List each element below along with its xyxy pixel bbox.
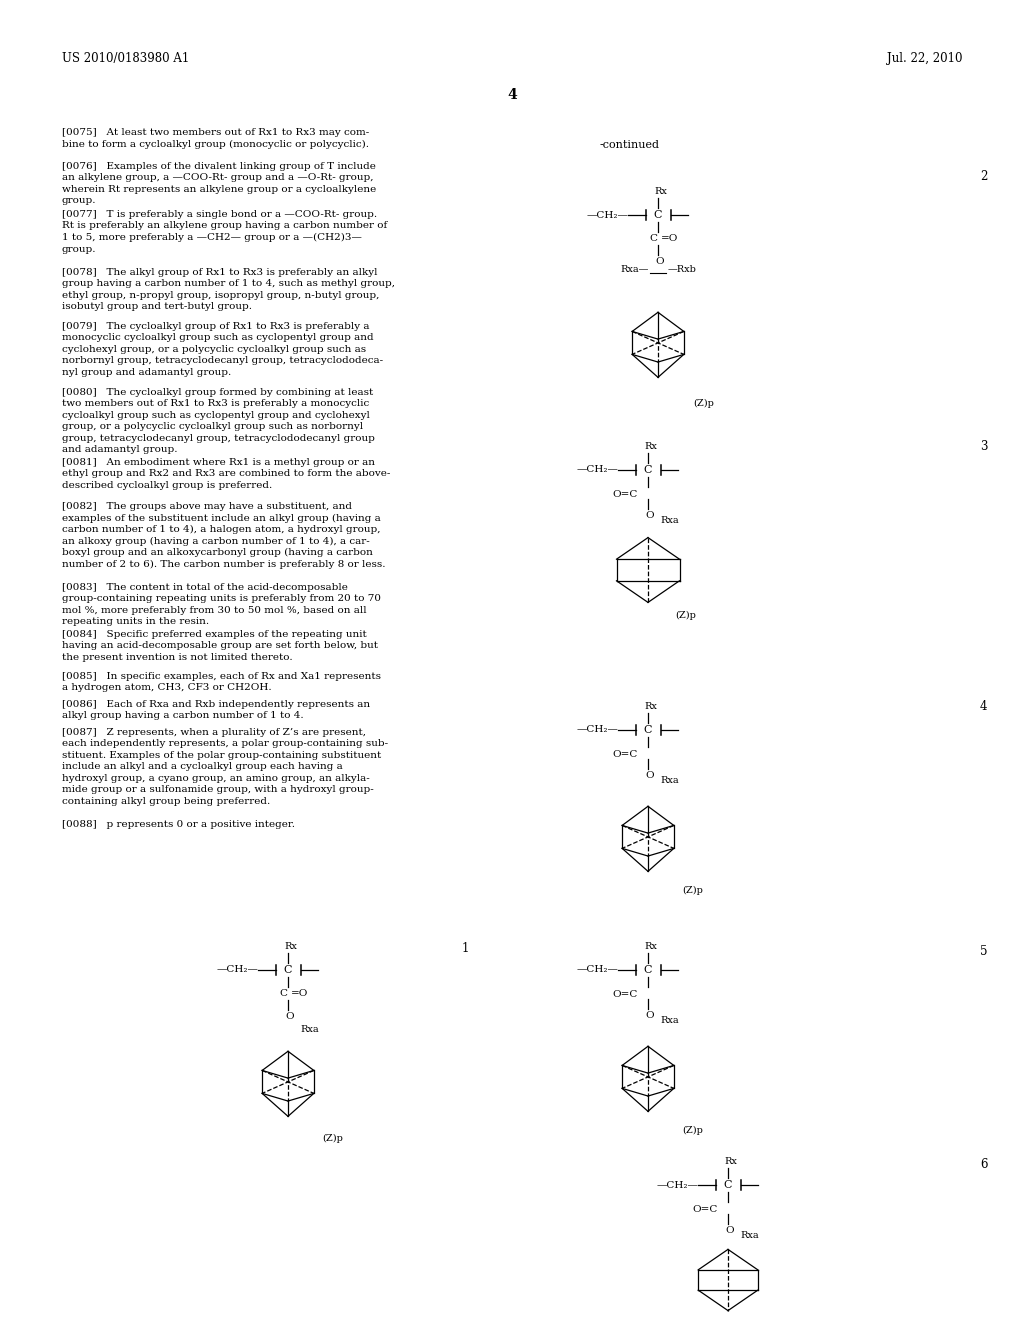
Text: —CH₂—: —CH₂— — [577, 466, 618, 474]
Text: O=C: O=C — [612, 490, 637, 499]
Text: [0081]   An embodiment where Rx1 is a methyl group or an
ethyl group and Rx2 and: [0081] An embodiment where Rx1 is a meth… — [62, 458, 390, 490]
Text: =O: =O — [662, 234, 678, 243]
Text: 5: 5 — [980, 945, 987, 958]
Text: Rx: Rx — [644, 942, 656, 950]
Text: (Z)p: (Z)p — [693, 399, 714, 408]
Text: -continued: -continued — [600, 140, 660, 150]
Text: Rxa: Rxa — [660, 776, 679, 785]
Text: C: C — [284, 965, 292, 975]
Text: O=C: O=C — [692, 1205, 718, 1214]
Text: C: C — [653, 210, 663, 220]
Text: O: O — [655, 257, 664, 267]
Text: 2: 2 — [980, 170, 987, 183]
Text: [0075]   At least two members out of Rx1 to Rx3 may com-
bine to form a cycloalk: [0075] At least two members out of Rx1 t… — [62, 128, 370, 149]
Text: Rxa: Rxa — [740, 1232, 759, 1239]
Text: 4: 4 — [980, 700, 987, 713]
Text: (Z)p: (Z)p — [322, 1134, 343, 1143]
Text: 1: 1 — [462, 942, 469, 954]
Text: Rxa: Rxa — [660, 516, 679, 525]
Text: —Rxb: —Rxb — [668, 265, 697, 275]
Text: C: C — [644, 965, 652, 975]
Text: O=C: O=C — [612, 750, 637, 759]
Text: (Z)p: (Z)p — [682, 1126, 702, 1135]
Text: —CH₂—: —CH₂— — [656, 1180, 698, 1189]
Text: [0088]   p represents 0 or a positive integer.: [0088] p represents 0 or a positive inte… — [62, 820, 295, 829]
Text: Rxa: Rxa — [300, 1026, 318, 1034]
Text: O: O — [645, 511, 653, 520]
Text: O: O — [725, 1226, 733, 1236]
Text: O: O — [645, 771, 653, 780]
Text: =O: =O — [291, 989, 308, 998]
Text: 6: 6 — [980, 1158, 987, 1171]
Text: [0087]   Z represents, when a plurality of Z’s are present,
each independently r: [0087] Z represents, when a plurality of… — [62, 729, 388, 805]
Text: 3: 3 — [980, 440, 987, 453]
Text: [0076]   Examples of the divalent linking group of T include
an alkylene group, : [0076] Examples of the divalent linking … — [62, 162, 376, 206]
Text: O=C: O=C — [612, 990, 637, 999]
Text: [0085]   In specific examples, each of Rx and Xa1 represents
a hydrogen atom, CH: [0085] In specific examples, each of Rx … — [62, 672, 381, 693]
Text: Rx: Rx — [644, 442, 656, 451]
Text: [0082]   The groups above may have a substituent, and
examples of the substituen: [0082] The groups above may have a subst… — [62, 502, 385, 569]
Text: —CH₂—: —CH₂— — [586, 210, 628, 219]
Text: Rx: Rx — [644, 702, 656, 711]
Text: Jul. 22, 2010: Jul. 22, 2010 — [887, 51, 962, 65]
Text: —CH₂—: —CH₂— — [216, 965, 258, 974]
Text: —CH₂—: —CH₂— — [577, 965, 618, 974]
Text: C: C — [649, 234, 657, 243]
Text: [0078]   The alkyl group of Rx1 to Rx3 is preferably an alkyl
group having a car: [0078] The alkyl group of Rx1 to Rx3 is … — [62, 268, 395, 312]
Text: (Z)p: (Z)p — [675, 610, 696, 619]
Text: Rx: Rx — [724, 1158, 737, 1166]
Text: C: C — [279, 989, 287, 998]
Text: C: C — [724, 1180, 732, 1191]
Text: [0079]   The cycloalkyl group of Rx1 to Rx3 is preferably a
monocyclic cycloalky: [0079] The cycloalkyl group of Rx1 to Rx… — [62, 322, 383, 376]
Text: C: C — [644, 725, 652, 735]
Text: [0080]   The cycloalkyl group formed by combining at least
two members out of Rx: [0080] The cycloalkyl group formed by co… — [62, 388, 375, 454]
Text: O: O — [645, 1011, 653, 1020]
Text: [0084]   Specific preferred examples of the repeating unit
having an acid-decomp: [0084] Specific preferred examples of th… — [62, 630, 378, 661]
Text: 4: 4 — [507, 88, 517, 102]
Text: [0077]   T is preferably a single bond or a —COO-Rt- group.
Rt is preferably an : [0077] T is preferably a single bond or … — [62, 210, 387, 253]
Text: —CH₂—: —CH₂— — [577, 726, 618, 734]
Text: (Z)p: (Z)p — [682, 886, 702, 895]
Text: O: O — [285, 1012, 294, 1020]
Text: US 2010/0183980 A1: US 2010/0183980 A1 — [62, 51, 189, 65]
Text: [0086]   Each of Rxa and Rxb independently represents an
alkyl group having a ca: [0086] Each of Rxa and Rxb independently… — [62, 700, 370, 721]
Text: Rx: Rx — [284, 942, 297, 950]
Text: Rxa—: Rxa— — [620, 265, 648, 275]
Text: [0083]   The content in total of the acid-decomposable
group-containing repeatin: [0083] The content in total of the acid-… — [62, 583, 381, 627]
Text: Rx: Rx — [654, 187, 667, 195]
Text: C: C — [644, 465, 652, 475]
Text: Rxa: Rxa — [660, 1016, 679, 1026]
